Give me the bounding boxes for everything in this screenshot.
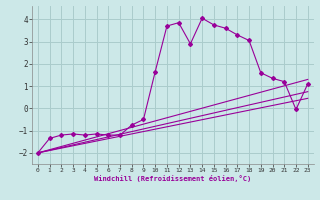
X-axis label: Windchill (Refroidissement éolien,°C): Windchill (Refroidissement éolien,°C) — [94, 175, 252, 182]
